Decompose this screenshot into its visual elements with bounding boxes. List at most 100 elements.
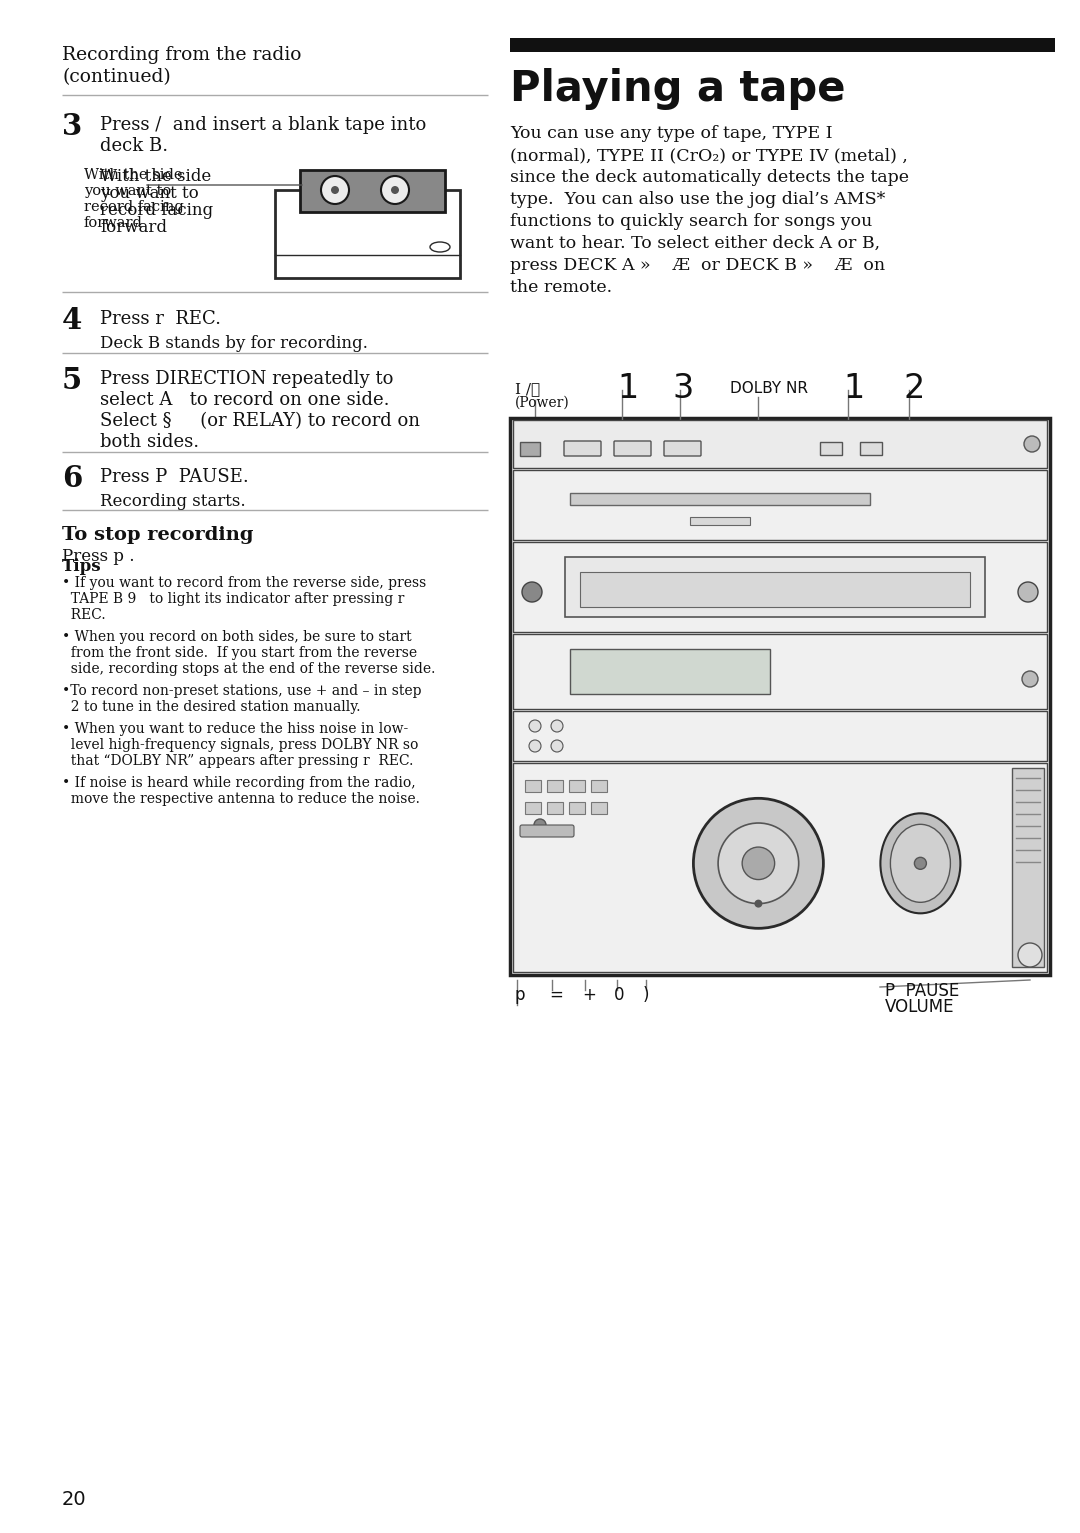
Text: • When you want to reduce the hiss noise in low-: • When you want to reduce the hiss noise… (62, 722, 408, 736)
Text: Press P  PAUSE.: Press P PAUSE. (100, 468, 248, 486)
Text: •To record non-preset stations, use + and – in step: •To record non-preset stations, use + an… (62, 684, 421, 698)
Circle shape (321, 176, 349, 204)
Text: forward: forward (84, 216, 143, 230)
Text: 4: 4 (62, 307, 82, 336)
Circle shape (381, 176, 409, 204)
FancyBboxPatch shape (519, 825, 573, 837)
Circle shape (1022, 671, 1038, 687)
Text: 20: 20 (62, 1490, 86, 1508)
Bar (519, 442, 540, 455)
Text: 2: 2 (904, 373, 926, 405)
Bar (580, 572, 970, 607)
Text: the remote.: the remote. (510, 279, 612, 296)
Bar (513, 635, 1047, 708)
Circle shape (755, 900, 762, 908)
FancyBboxPatch shape (664, 442, 701, 455)
Bar (569, 780, 585, 793)
Text: VOLUME: VOLUME (885, 998, 955, 1016)
FancyBboxPatch shape (564, 442, 600, 455)
Text: 5: 5 (62, 366, 82, 396)
Text: (Power): (Power) (515, 396, 570, 409)
Bar (513, 763, 1047, 972)
Text: deck B.: deck B. (100, 136, 168, 155)
Bar (525, 802, 541, 814)
Text: from the front side.  If you start from the reverse: from the front side. If you start from t… (62, 645, 417, 661)
Circle shape (742, 848, 774, 880)
Bar (565, 556, 985, 616)
Bar (510, 38, 1055, 52)
Text: forward: forward (100, 219, 167, 236)
Text: both sides.: both sides. (100, 432, 199, 451)
Text: Press DIRECTION repeatedly to: Press DIRECTION repeatedly to (100, 369, 393, 388)
Text: 1: 1 (843, 373, 864, 405)
Text: Recording from the radio: Recording from the radio (62, 46, 301, 64)
Text: you want to: you want to (84, 184, 172, 198)
Circle shape (391, 185, 399, 195)
Text: 3: 3 (62, 112, 82, 141)
Bar (546, 780, 563, 793)
Circle shape (522, 583, 542, 602)
Text: you want to: you want to (100, 185, 199, 202)
Text: 2 to tune in the desired station manually.: 2 to tune in the desired station manuall… (62, 701, 361, 714)
Text: that “DOLBY NR” appears after pressing r  REC.: that “DOLBY NR” appears after pressing r… (62, 754, 414, 768)
Text: level high-frequency signals, press DOLBY NR so: level high-frequency signals, press DOLB… (62, 737, 418, 753)
Bar (1012, 768, 1044, 967)
Bar (820, 442, 842, 455)
Text: To stop recording: To stop recording (62, 526, 254, 544)
Text: DOLBY NR: DOLBY NR (730, 382, 808, 396)
Circle shape (551, 721, 563, 731)
Text: ): ) (643, 986, 649, 1004)
Bar (690, 517, 750, 524)
Text: Deck B stands by for recording.: Deck B stands by for recording. (100, 336, 368, 353)
Text: • If noise is heard while recording from the radio,: • If noise is heard while recording from… (62, 776, 416, 789)
Text: TAPE B 9   to light its indicator after pressing r: TAPE B 9 to light its indicator after pr… (62, 592, 404, 606)
Circle shape (693, 799, 823, 929)
Text: • When you record on both sides, be sure to start: • When you record on both sides, be sure… (62, 630, 411, 644)
Ellipse shape (890, 825, 950, 903)
Text: • If you want to record from the reverse side, press: • If you want to record from the reverse… (62, 576, 427, 590)
FancyBboxPatch shape (615, 442, 651, 455)
Bar (510, 419, 1050, 975)
Text: With the side: With the side (84, 169, 183, 182)
Text: (normal), TYPE II (CrO₂) or TYPE IV (metal) ,: (normal), TYPE II (CrO₂) or TYPE IV (met… (510, 147, 908, 164)
Text: You can use any type of tape, TYPE I: You can use any type of tape, TYPE I (510, 126, 833, 143)
Text: Press /  and insert a blank tape into: Press / and insert a blank tape into (100, 117, 427, 133)
Circle shape (529, 740, 541, 753)
Ellipse shape (430, 242, 450, 251)
Circle shape (1018, 943, 1042, 967)
Text: record facing: record facing (100, 202, 213, 219)
Text: Playing a tape: Playing a tape (510, 67, 846, 110)
Bar (860, 442, 882, 455)
Bar (513, 420, 1047, 468)
Circle shape (718, 823, 799, 903)
Bar (569, 802, 585, 814)
Text: move the respective antenna to reduce the noise.: move the respective antenna to reduce th… (62, 793, 420, 806)
Bar (570, 494, 870, 504)
Text: P  PAUSE: P PAUSE (885, 983, 959, 1000)
Circle shape (1024, 435, 1040, 452)
Text: (continued): (continued) (62, 67, 171, 86)
Text: p: p (514, 986, 525, 1004)
Text: With the side: With the side (100, 169, 212, 185)
Bar (513, 543, 1047, 632)
Bar (570, 648, 770, 694)
Text: since the deck automatically detects the tape: since the deck automatically detects the… (510, 169, 909, 185)
Text: select A   to record on one side.: select A to record on one side. (100, 391, 390, 409)
Text: Tips: Tips (62, 558, 102, 575)
Circle shape (534, 819, 546, 831)
Text: 3: 3 (672, 373, 693, 405)
Circle shape (529, 721, 541, 731)
Bar (591, 802, 607, 814)
Circle shape (330, 185, 339, 195)
Ellipse shape (880, 814, 960, 914)
Text: record facing: record facing (84, 199, 184, 215)
Circle shape (1018, 583, 1038, 602)
Text: =: = (549, 986, 563, 1004)
Text: REC.: REC. (62, 609, 106, 622)
Text: 1: 1 (617, 373, 638, 405)
Bar (525, 780, 541, 793)
Text: Press p .: Press p . (62, 547, 135, 566)
Bar (546, 802, 563, 814)
Bar (300, 170, 445, 212)
Text: 0: 0 (615, 986, 624, 1004)
